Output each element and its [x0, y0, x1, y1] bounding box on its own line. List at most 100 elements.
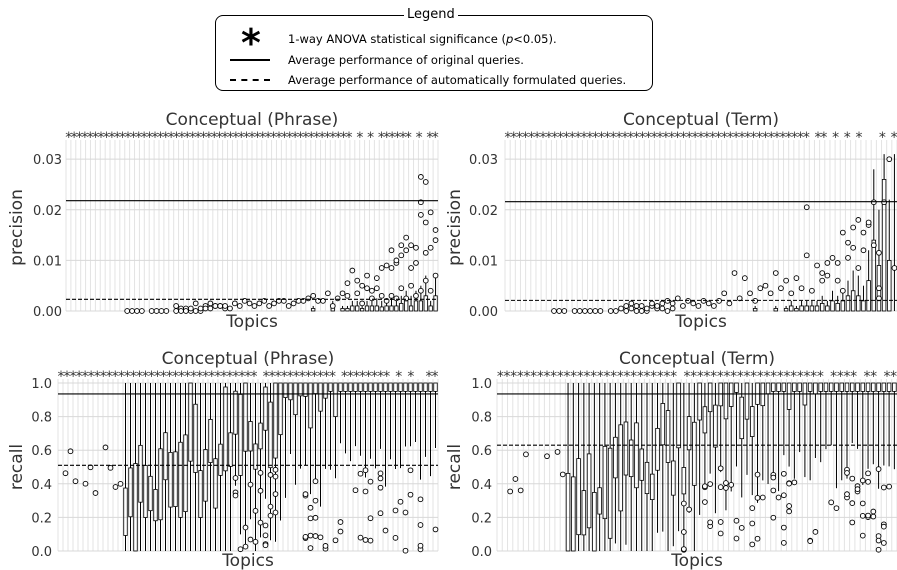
outlier-point	[267, 503, 274, 510]
outlier-point	[628, 305, 635, 312]
outlier-point	[392, 507, 399, 514]
outlier-point	[398, 285, 405, 292]
significance-marker: *	[162, 130, 169, 146]
outlier-point	[786, 480, 792, 487]
significance-marker: *	[202, 369, 209, 385]
outlier-point	[236, 303, 243, 309]
box-body	[639, 448, 644, 481]
outlier-point	[814, 262, 820, 269]
significance-marker: *	[790, 369, 797, 385]
box-body	[809, 305, 815, 312]
outlier-point	[793, 275, 800, 281]
outlier-point	[770, 514, 777, 521]
outlier-point	[139, 308, 145, 314]
legend-item-automatic: Average performance of automatically for…	[230, 71, 626, 89]
outlier-point	[561, 308, 568, 314]
box-body	[398, 382, 403, 392]
outlier-point	[262, 542, 269, 549]
outlier-point	[780, 524, 787, 531]
significance-marker: *	[577, 369, 584, 385]
significance-marker: *	[610, 130, 617, 146]
box-body	[681, 467, 687, 495]
outlier-point	[388, 247, 395, 254]
outlier-point	[613, 308, 619, 314]
outlier-point	[256, 300, 263, 307]
outlier-point	[129, 308, 135, 314]
outlier-point	[307, 545, 314, 551]
significance-marker: *	[76, 130, 83, 146]
significance-marker: *	[108, 130, 115, 146]
significance-marker: *	[584, 369, 591, 385]
box-body	[369, 305, 375, 312]
box-body	[844, 382, 850, 392]
legend-label-original: Average performance of original queries.	[288, 53, 524, 67]
significance-marker: *	[733, 130, 740, 146]
outlier-point	[173, 303, 179, 309]
outlier-point	[643, 305, 650, 312]
significance-marker: *	[154, 369, 161, 385]
significance-marker: *	[249, 130, 256, 146]
significance-marker: *	[426, 130, 433, 146]
outlier-point	[582, 308, 588, 314]
outlier-point	[382, 527, 389, 534]
outlier-point	[554, 449, 561, 455]
significance-marker: *	[142, 369, 149, 385]
box-body	[828, 382, 834, 392]
outlier-point	[680, 303, 686, 309]
significance-marker: *	[598, 130, 605, 146]
outlier-point	[158, 308, 165, 314]
significance-marker: *	[227, 130, 234, 146]
significance-marker: *	[200, 130, 207, 146]
outlier-point	[178, 308, 184, 314]
outlier-point	[747, 290, 753, 297]
significance-marker: *	[604, 130, 611, 146]
outlier-point	[247, 481, 254, 488]
outlier-point	[262, 522, 269, 529]
box-body	[871, 382, 876, 392]
significance-marker: *	[644, 369, 651, 385]
outlier-point	[163, 308, 170, 314]
box-body	[273, 382, 278, 459]
significance-marker: *	[650, 369, 657, 385]
significance-marker: *	[779, 130, 786, 146]
y-tick-label: 0.8	[31, 411, 52, 426]
significance-marker: *	[259, 130, 266, 146]
box-body	[178, 441, 183, 518]
significance-marker: *	[879, 130, 886, 146]
outlier-point	[844, 470, 850, 476]
significance-marker: *	[119, 130, 126, 146]
significance-marker: *	[305, 369, 312, 385]
significance-marker: *	[590, 369, 597, 385]
outlier-point	[305, 295, 312, 302]
box-body	[586, 453, 592, 529]
significance-marker: *	[292, 130, 299, 146]
outlier-point	[638, 308, 645, 314]
significance-marker: *	[160, 369, 167, 385]
outlier-point	[686, 506, 692, 513]
x-axis-label: Topics	[221, 551, 274, 570]
box-body	[602, 445, 608, 520]
outlier-point	[183, 308, 189, 314]
outlier-point	[344, 292, 351, 299]
outlier-point	[422, 219, 429, 226]
significance-marker: *	[323, 369, 330, 385]
box-body	[686, 416, 692, 451]
box-body	[163, 432, 168, 481]
significance-marker: *	[668, 130, 675, 146]
legend-item-original: Average performance of original queries.	[230, 51, 524, 69]
significance-marker: *	[287, 369, 294, 385]
box-body	[298, 382, 303, 397]
outlier-point	[544, 453, 550, 460]
outlier-point	[803, 252, 810, 259]
outlier-point	[512, 476, 519, 482]
box-body	[183, 434, 188, 513]
significance-marker: *	[870, 369, 877, 385]
box-body	[671, 460, 676, 496]
box-body	[794, 308, 799, 312]
outlier-point	[592, 308, 599, 314]
outlier-point	[654, 303, 661, 309]
outlier-point	[809, 287, 815, 294]
significance-marker: *	[275, 130, 282, 146]
significance-marker: *	[383, 130, 390, 146]
box-body	[258, 422, 263, 450]
